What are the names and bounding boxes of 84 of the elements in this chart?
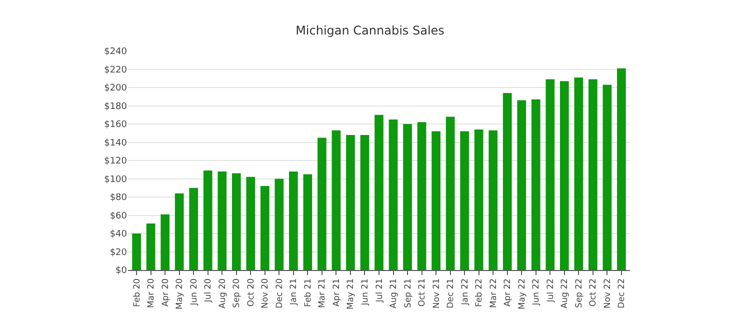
bar (388, 119, 398, 270)
bar (174, 193, 184, 270)
bar (203, 170, 212, 270)
bar (274, 178, 284, 270)
x-tick-label: Sep 20 (232, 278, 242, 308)
y-tick-label: $80 (110, 193, 128, 204)
bar (303, 174, 312, 270)
chart-title: Michigan Cannabis Sales (296, 23, 444, 38)
x-tick-label: Apr 22 (503, 278, 514, 307)
bar (617, 68, 626, 270)
y-tick-label: $200 (104, 84, 128, 94)
y-tick-label: $20 (110, 248, 128, 258)
bar (374, 114, 384, 270)
y-tick-label: $60 (110, 211, 128, 222)
x-tick-label: Oct 22 (588, 278, 599, 307)
bar (318, 138, 326, 270)
bar (531, 99, 540, 270)
bar (260, 186, 270, 270)
x-tick-label: Jul 22 (546, 278, 556, 304)
x-tick-label: Aug 20 (218, 278, 228, 309)
bar (403, 124, 412, 270)
y-tick-label: $180 (104, 102, 128, 112)
x-tick-label: May 22 (517, 278, 528, 310)
x-tick-label: Jun 22 (532, 278, 542, 306)
x-tick-label: Jun 20 (189, 278, 200, 306)
bar (560, 81, 569, 270)
x-tick-label: Sep 22 (574, 278, 584, 308)
y-tick-label: $120 (104, 156, 128, 167)
x-tick-label: Feb 21 (303, 278, 314, 307)
x-tick-label: Apr 21 (332, 278, 342, 307)
x-tick-label: Mar 22 (488, 278, 499, 308)
x-tick-label: Dec 20 (274, 278, 285, 308)
x-tick-label: Nov 22 (602, 278, 613, 309)
x-tick-label: Oct 20 (246, 278, 256, 307)
x-tick-label: Aug 21 (389, 278, 400, 309)
bar (517, 100, 526, 270)
bar (132, 234, 141, 270)
bar (574, 77, 584, 270)
x-tick-label: Feb 22 (474, 278, 485, 307)
bar (460, 131, 469, 270)
x-tick-label: Jan 21 (289, 278, 300, 306)
y-tick-label: $0 (116, 266, 128, 276)
x-tick-label: Dec 21 (446, 278, 456, 308)
y-tick-label: $240 (104, 47, 128, 58)
x-tick-label: Jan 22 (460, 278, 470, 306)
x-tick-label: Oct 21 (418, 278, 428, 307)
x-tick-label: Jun 21 (360, 278, 371, 306)
bar (546, 79, 555, 270)
bar (602, 84, 612, 270)
bar (474, 129, 484, 270)
x-tick-label: Nov 21 (432, 278, 442, 309)
x-tick-label: Sep 21 (403, 278, 414, 308)
bar (360, 134, 370, 270)
bar (332, 130, 341, 270)
bar (189, 188, 198, 270)
bar (232, 173, 241, 270)
y-tick-label: $140 (104, 138, 128, 148)
bar (289, 171, 298, 270)
x-tick-label: Nov 20 (260, 278, 271, 309)
bar (417, 122, 426, 270)
x-tick-label: Aug 22 (560, 278, 570, 309)
bar (588, 79, 598, 270)
x-tick-label: Dec 22 (617, 278, 628, 308)
bar (146, 223, 156, 270)
bar (432, 131, 440, 270)
bar (488, 130, 498, 270)
y-tick-label: $100 (104, 174, 128, 185)
x-tick-label: May 21 (346, 278, 356, 310)
x-tick-label: Mar 21 (318, 278, 328, 308)
x-tick-label: Apr 20 (160, 278, 171, 307)
x-tick-label: May 20 (175, 278, 186, 310)
bar (346, 134, 355, 270)
bar (218, 171, 227, 270)
y-tick-label: $220 (104, 65, 128, 76)
bar (502, 92, 512, 270)
x-tick-label: Mar 20 (146, 278, 157, 308)
bar (160, 214, 170, 270)
x-tick-label: Jul 21 (374, 278, 385, 304)
x-tick-label: Jul 20 (204, 278, 214, 304)
bar (246, 176, 256, 270)
x-tick-label: Feb 20 (132, 278, 142, 307)
y-tick-label: $160 (104, 120, 128, 130)
bar (446, 116, 455, 270)
y-tick-label: $40 (110, 230, 128, 240)
